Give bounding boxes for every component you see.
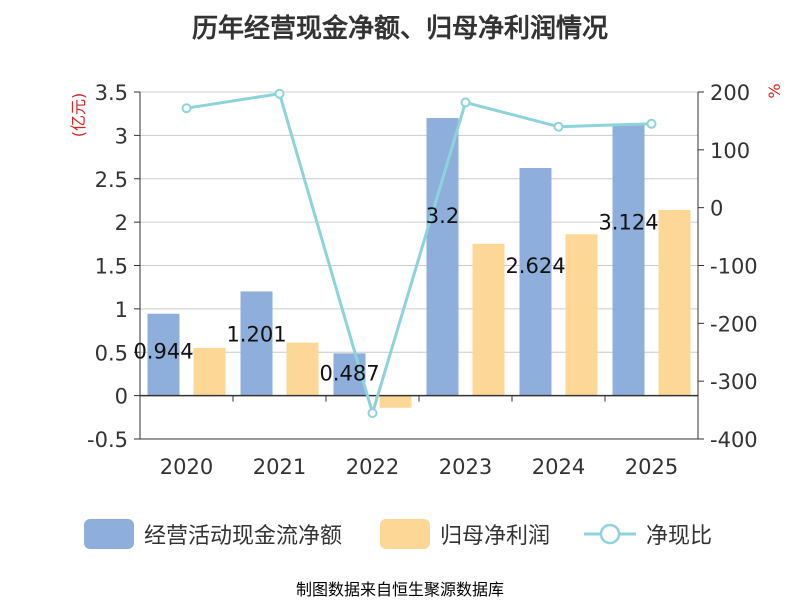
- bar-netprofit: [379, 395, 412, 408]
- y-left-tick-label: 0.5: [95, 341, 128, 365]
- ratio-line: [186, 92, 652, 419]
- x-tick-label: 2025: [625, 455, 678, 479]
- y-left-tick-label: 3: [115, 124, 128, 148]
- y-right-tick-label: -100: [710, 255, 758, 279]
- ratio-point: [553, 121, 564, 132]
- y-right-tick-label: -400: [710, 428, 758, 452]
- labels-layer: 0.944 1.201 0.487 3.2 2.624 3.124: [133, 204, 658, 386]
- legend-item-cashflow[interactable]: 经营活动现金流净额: [84, 518, 342, 550]
- data-label-cashflow: 3.124: [598, 211, 658, 235]
- bar-netprofit: [286, 342, 319, 396]
- chart-title: 历年经营现金净额、归母净利润情况: [191, 14, 608, 44]
- ratio-point: [181, 103, 192, 114]
- ratio-point: [460, 97, 471, 108]
- legend-label-cashflow: 经营活动现金流净额: [144, 524, 343, 549]
- bar-cashflow: [519, 167, 552, 396]
- y-right-tick-label: 100: [710, 139, 750, 163]
- data-label-cashflow: 2.624: [505, 254, 565, 278]
- line-layer: [181, 88, 657, 419]
- bar-cashflow: [240, 291, 273, 396]
- x-tick-label: 2024: [532, 455, 585, 479]
- y-left-tick-label: 1.5: [95, 255, 128, 279]
- y-left-tick-label: 2.5: [95, 168, 128, 192]
- y-left-tick-label: 3.5: [95, 81, 128, 105]
- y-right-tick-label: 200: [710, 81, 750, 105]
- y-left-axis-title: (亿元): [69, 93, 88, 138]
- legend-line-marker-icon: [584, 523, 636, 545]
- x-tick-label: 2023: [439, 455, 492, 479]
- legend-item-ratio[interactable]: 净现比: [582, 518, 712, 550]
- x-tick-label: 2022: [346, 455, 399, 479]
- source-footer: 制图数据来自恒生聚源数据库: [295, 580, 504, 599]
- y-left-tick-label: -0.5: [87, 428, 128, 452]
- legend-swatch-netprofit: [380, 519, 430, 549]
- ratio-point: [367, 407, 378, 418]
- axes-layer: -0.5 0 0.5 1 1.5 2 2.5 3 3.5 -400 -300 -200 -100 0 100…: [69, 81, 784, 479]
- bar-netprofit: [565, 234, 598, 396]
- data-label-cashflow: 3.2: [426, 204, 459, 228]
- bar-cashflow: [147, 313, 180, 396]
- y-right-tick-label: -300: [710, 370, 758, 394]
- y-right-tick-label: -200: [710, 312, 758, 336]
- bar-cashflow: [612, 124, 645, 396]
- data-label-cashflow: 1.201: [226, 322, 286, 346]
- y-left-tick-label: 0: [115, 385, 128, 409]
- x-tick-label: 2020: [160, 455, 213, 479]
- y-left-tick-label: 1: [115, 298, 128, 322]
- data-label-cashflow: 0.944: [133, 340, 193, 364]
- bar-netprofit: [472, 243, 505, 396]
- bar-netprofit: [193, 347, 226, 396]
- bars-layer: [147, 118, 691, 408]
- data-label-cashflow: 0.487: [319, 362, 379, 386]
- y-right-tick-label: 0: [710, 197, 723, 221]
- legend-swatch-cashflow: [84, 519, 134, 549]
- legend-label-netprofit: 归母净利润: [440, 524, 551, 549]
- bar-cashflow: [426, 118, 459, 396]
- y-right-axis-title: %: [765, 83, 784, 98]
- legend-label-ratio: 净现比: [646, 524, 713, 549]
- y-left-tick-label: 2: [115, 211, 128, 235]
- bar-netprofit: [658, 209, 691, 396]
- ratio-point: [274, 88, 285, 99]
- x-tick-label: 2021: [253, 455, 306, 479]
- ratio-point: [646, 118, 657, 129]
- legend-item-netprofit[interactable]: 归母净利润: [380, 518, 550, 550]
